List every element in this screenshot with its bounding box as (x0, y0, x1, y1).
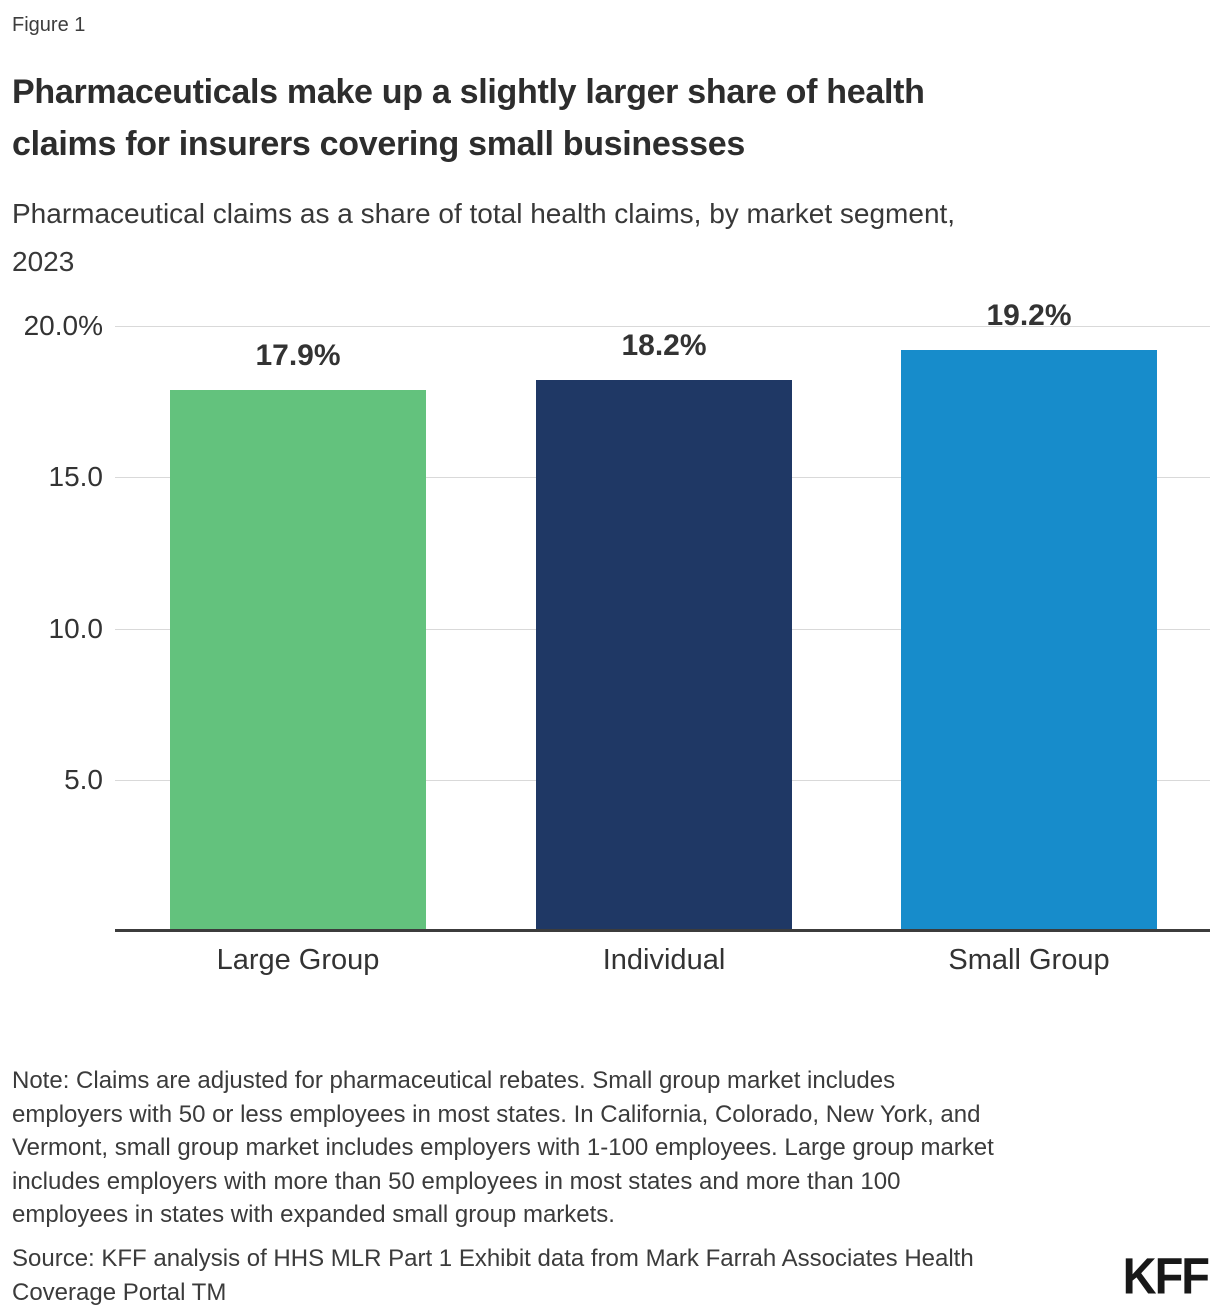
figure-label: Figure 1 (12, 14, 86, 36)
chart-subtitle-line-1: Pharmaceutical claims as a share of tota… (12, 198, 956, 229)
x-axis-label-large-group: Large Group (216, 944, 380, 976)
gridline-20 (115, 326, 1210, 327)
chart-title-line-1: Pharmaceuticals make up a slightly large… (12, 73, 925, 111)
note-line-2: employers with 50 or less employees in m… (12, 1100, 981, 1128)
note-line-5: employees in states with expanded small … (12, 1201, 615, 1228)
source-line-2: Coverage Portal TM (12, 1278, 227, 1306)
bar-value-small-group: 19.2% (986, 299, 1072, 332)
bar-value-individual: 18.2% (621, 329, 707, 362)
source-line-1: Source: KFF analysis of HHS MLR Part 1 E… (12, 1245, 974, 1272)
y-axis-tick-5: 5.0 (64, 763, 103, 795)
note-line-1: Note: Claims are adjusted for pharmaceut… (12, 1067, 896, 1094)
note-text: Note: Claims are adjusted for pharmaceut… (12, 1064, 1202, 1232)
bar-value-large-group: 17.9% (255, 339, 341, 372)
chart-subtitle-line-2: 2023 (12, 246, 75, 277)
chart-title-line-2: claims for insurers covering small busin… (12, 125, 745, 163)
x-axis-label-small-group: Small Group (948, 944, 1110, 976)
chart-title: Pharmaceuticals make up a slightly large… (12, 66, 1172, 170)
x-axis-line (115, 929, 1210, 932)
y-axis-tick-10: 10.0 (48, 612, 104, 644)
x-axis-label-individual: Individual (602, 944, 726, 976)
note-line-3: Vermont, small group market includes emp… (12, 1134, 994, 1161)
source-text: Source: KFF analysis of HHS MLR Part 1 E… (12, 1242, 1102, 1309)
bar-large-group (170, 390, 426, 931)
kff-logo: KFF (1122, 1246, 1210, 1305)
note-line-4: includes employers with more than 50 emp… (12, 1167, 901, 1195)
chart-subtitle: Pharmaceutical claims as a share of tota… (12, 190, 1192, 286)
bar-small-group (901, 350, 1157, 931)
y-axis-tick-15: 15.0 (48, 461, 104, 493)
bar-individual (536, 380, 792, 931)
y-axis-tick-20: 20.0% (23, 310, 103, 341)
